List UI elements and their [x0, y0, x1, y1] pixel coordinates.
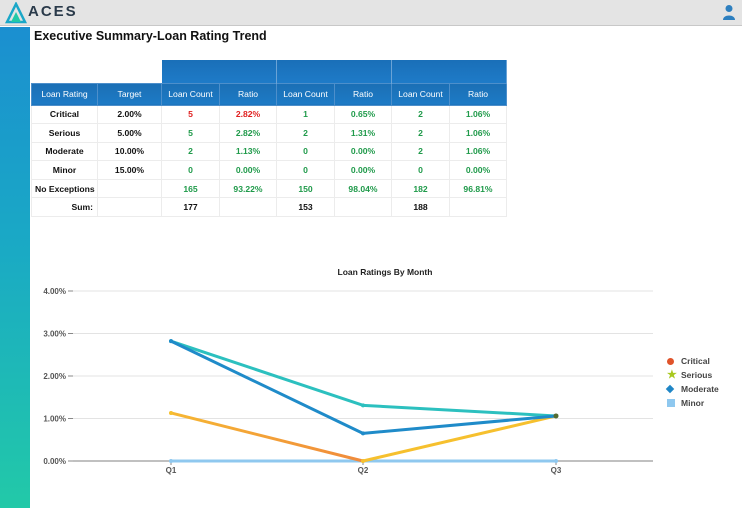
data-point — [169, 410, 173, 415]
legend-label: Critical — [681, 356, 710, 366]
loan-rating-table: Loan Rating Target Loan Count Ratio Loan… — [31, 60, 507, 218]
q3-sum-ratio-empty — [449, 197, 507, 218]
y-tick-label: 3.00% — [43, 330, 66, 339]
series-line-segment — [361, 414, 558, 463]
series-line-segment — [169, 339, 365, 407]
user-icon[interactable] — [722, 4, 736, 20]
table-row: Minor 15.00% 0 0.00% 0 0.00% 0 0.00% — [31, 160, 507, 180]
chart-legend: Critical ★ Serious Moderate Minor — [665, 354, 719, 410]
x-tick-label: Q1 — [166, 466, 177, 475]
q3-sum: 188 — [391, 197, 450, 218]
y-tick-label: 2.00% — [43, 372, 66, 381]
header-q1-loan-count[interactable]: Loan Count — [161, 82, 220, 106]
table-header-row: Loan Rating Target Loan Count Ratio Loan… — [31, 82, 507, 106]
x-tick-label: Q2 — [358, 466, 369, 475]
page-title: Executive Summary-Loan Rating Trend — [34, 29, 267, 43]
data-point — [361, 403, 365, 408]
y-tick-label: 0.00% — [43, 457, 66, 466]
table-row: No Exceptions 165 93.22% 150 98.04% 182 … — [31, 178, 507, 199]
header-q2-ratio[interactable]: Ratio — [334, 82, 392, 106]
y-tick-label: 4.00% — [43, 287, 66, 296]
legend-item-minor[interactable]: Minor — [667, 396, 719, 410]
star-marker-icon: ★ — [667, 369, 677, 381]
group-header-row — [32, 60, 507, 83]
legend-item-serious[interactable]: ★ Serious — [667, 368, 719, 382]
series-line-segment — [169, 411, 365, 463]
header-loan-rating[interactable]: Loan Rating — [31, 82, 98, 106]
group-header-q2 — [276, 60, 392, 83]
sum-row: Sum: 177 153 188 — [31, 197, 507, 218]
series-line-segment — [361, 403, 558, 418]
top-bar: ACES — [0, 0, 742, 26]
table-row: Serious 5.00% 5 2.82% 2 1.31% 2 1.06% — [31, 123, 507, 143]
legend-item-moderate[interactable]: Moderate — [665, 382, 719, 396]
chart-title: Loan Ratings By Month — [337, 267, 433, 277]
x-tick-label: Q3 — [551, 466, 562, 475]
data-point — [361, 431, 365, 436]
logo-text: ACES — [28, 3, 78, 20]
group-header-q1 — [161, 60, 277, 83]
series-line-segment — [361, 414, 558, 435]
data-point — [554, 459, 558, 463]
sidebar — [0, 27, 30, 508]
aces-logo-icon — [4, 2, 28, 24]
header-q3-loan-count[interactable]: Loan Count — [391, 82, 450, 106]
series-line-segment — [169, 339, 365, 435]
square-marker-icon — [667, 399, 675, 407]
data-point — [553, 413, 559, 419]
diamond-marker-icon — [665, 384, 675, 394]
data-point — [361, 459, 365, 463]
data-point — [169, 339, 173, 344]
legend-label: Serious — [681, 370, 713, 380]
table-row: Moderate 10.00% 2 1.13% 0 0.00% 2 1.06% — [31, 141, 507, 162]
group-header-q3 — [391, 60, 507, 83]
legend-label: Moderate — [681, 384, 719, 394]
header-target[interactable]: Target — [97, 82, 162, 106]
header-q1-ratio[interactable]: Ratio — [219, 82, 277, 106]
header-q2-loan-count[interactable]: Loan Count — [276, 82, 335, 106]
legend-label: Minor — [681, 398, 705, 408]
legend-item-critical[interactable]: Critical — [667, 354, 719, 368]
circle-marker-icon — [667, 357, 674, 365]
header-q3-ratio[interactable]: Ratio — [449, 82, 507, 106]
y-tick-label: 1.00% — [43, 415, 66, 424]
data-point — [169, 459, 173, 463]
